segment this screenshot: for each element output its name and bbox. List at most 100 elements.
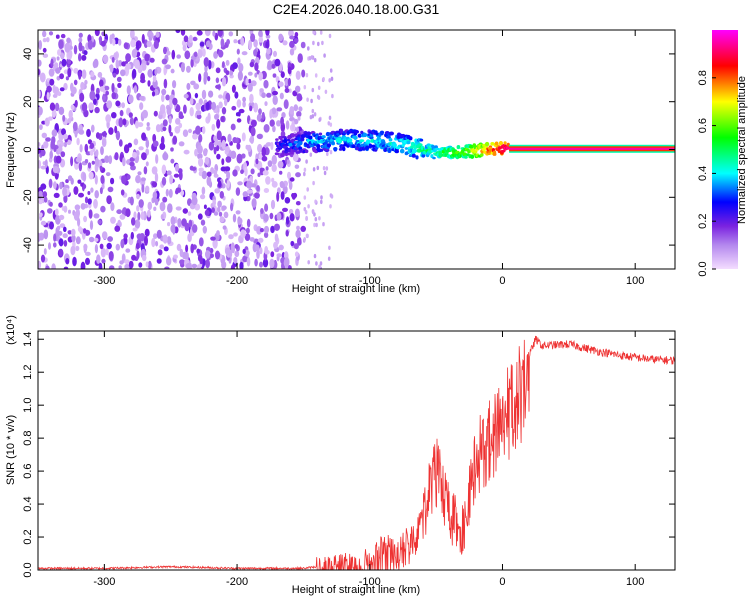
spectrogram-noise-cell: [259, 247, 263, 255]
spectrogram-noise-cell: [308, 56, 312, 61]
spectrogram-noise-cell: [247, 82, 253, 92]
spectrogram-noise-cell: [241, 51, 248, 56]
spectrogram-noise-cell: [190, 166, 197, 171]
x-tick-label: 100: [626, 275, 644, 287]
spectrogram-noise-cell: [83, 215, 88, 223]
spectrogram-noise-cell: [272, 125, 276, 133]
spectrogram-noise-cell: [135, 42, 140, 51]
spectrogram-noise-cell: [269, 258, 275, 269]
spectrogram-noise-cell: [99, 165, 103, 171]
spectrogram-noise-cell: [57, 49, 62, 56]
spectrogram-y-ticks: -40 -20 0 20 40: [22, 48, 675, 253]
spectrogram-noise-cell: [126, 174, 131, 180]
colorbar-tick-label: 0.0: [697, 261, 709, 276]
spectrogram-noise-cell: [123, 233, 128, 239]
spectrogram-noise-cell: [330, 194, 334, 199]
spectrogram-noise-cell: [135, 242, 140, 250]
spectrogram-noise-cell: [305, 73, 309, 78]
spectrogram-noise-cell: [157, 249, 163, 256]
spectrogram-noise-cell: [40, 148, 46, 157]
spectrogram-noise-cell: [40, 165, 47, 170]
spectrogram-noise-cell: [295, 201, 301, 206]
spectrogram-noise-cell: [183, 104, 187, 114]
spectrogram-noise-cell: [119, 109, 124, 117]
spectrogram-noise-cell: [100, 146, 104, 156]
spectrogram-noise-cell: [309, 152, 313, 157]
spectrogram-noise-cell: [100, 175, 105, 184]
spectrogram-noise-cell: [93, 198, 98, 209]
spectrogram-noise-cell: [257, 143, 263, 153]
spectrogram-noise-cell: [160, 135, 165, 145]
spectrogram-noise-cell: [250, 168, 255, 175]
spectrogram-noise-cell: [114, 125, 118, 134]
spectrogram-noise-cell: [136, 233, 143, 240]
spectrogram-noise-cell: [176, 54, 181, 59]
spectrogram-noise-cell: [63, 266, 69, 269]
spectrogram-noise-cell: [225, 70, 230, 76]
spectrogram-noise-cell: [199, 41, 205, 47]
spectrogram-image: [38, 30, 675, 269]
spectrogram-signal-cell: [379, 130, 385, 135]
spectrogram-noise-cell: [47, 208, 53, 214]
spectrogram-noise-cell: [47, 116, 53, 121]
spectrogram-signal-cell: [304, 149, 309, 154]
spectrogram-noise-cell: [240, 37, 245, 46]
spectrogram-noise-cell: [327, 121, 331, 126]
spectrogram-noise-cell: [178, 141, 185, 147]
spectrogram-noise-cell: [328, 33, 332, 39]
spectrogram-noise-cell: [312, 167, 316, 172]
spectrogram-noise-cell: [147, 80, 151, 87]
spectrogram-noise-cell: [101, 231, 108, 240]
spectrogram-noise-cell: [146, 209, 151, 218]
spectrogram-signal-cell: [368, 143, 372, 148]
spectrogram-noise-cell: [247, 71, 253, 76]
spectrogram-noise-cell: [54, 208, 59, 216]
spectrogram-noise-cell: [125, 208, 131, 218]
spectrogram-noise-cell: [59, 248, 64, 257]
spectrogram-noise-cell: [288, 30, 294, 37]
spectrogram-noise-cell: [270, 141, 274, 151]
spectrogram-noise-cell: [263, 232, 269, 238]
spectrogram-noise-cell: [146, 122, 150, 127]
snr-frame: [37, 330, 676, 571]
spectrogram-noise-cell: [99, 243, 104, 250]
spectrogram-noise-cell: [210, 167, 215, 174]
spectrogram-noise-cell: [171, 49, 176, 60]
spectrogram-signal-cell: [289, 151, 294, 155]
y-tick-label: 20: [22, 96, 34, 108]
spectrogram-signal-cell: [410, 145, 414, 149]
spectrogram-noise-cell: [221, 158, 225, 166]
spectrogram-noise-cell: [264, 245, 269, 255]
spectrogram-noise-cell: [200, 194, 206, 200]
spectrogram-noise-cell: [315, 261, 318, 266]
spectrogram-noise-cell: [49, 201, 53, 207]
spectrogram-noise-cell: [188, 34, 193, 44]
spectrogram-noise-cell: [178, 114, 184, 120]
spectrogram-signal-cell: [326, 143, 332, 148]
spectrogram-noise-cell: [271, 154, 277, 165]
spectrogram-noise-cell: [80, 261, 86, 269]
y-tick-label: 0.0: [22, 562, 34, 577]
spectrogram-noise-cell: [52, 166, 59, 174]
spectrogram-noise-cell: [213, 211, 219, 216]
spectrogram-signal-cell: [456, 145, 461, 149]
spectrogram-noise-cell: [263, 124, 270, 133]
spectrogram-noise-cell: [214, 250, 221, 260]
spectrogram-noise-cell: [294, 164, 300, 169]
spectrogram-noise-cell: [58, 39, 64, 50]
spectrogram-noise-cell: [221, 76, 227, 87]
spectrogram-noise-cell: [231, 84, 236, 93]
spectrogram-noise-cell: [170, 147, 174, 152]
x-tick-label: 0: [499, 275, 505, 287]
spectrogram-noise-cell: [242, 101, 246, 108]
spectrogram-noise-cell: [143, 39, 148, 48]
spectrogram-signal-cell: [432, 156, 436, 160]
spectrogram-noise-cell: [57, 230, 63, 236]
spectrogram-noise-cell: [138, 199, 144, 208]
spectrogram-noise-cell: [60, 151, 66, 158]
spectrogram-noise-cell: [189, 107, 194, 117]
spectrogram-noise-cell: [83, 243, 88, 250]
spectrogram-noise-cell: [159, 201, 166, 212]
spectrogram-noise-cell: [197, 144, 203, 154]
spectrogram-noise-cell: [281, 112, 286, 119]
